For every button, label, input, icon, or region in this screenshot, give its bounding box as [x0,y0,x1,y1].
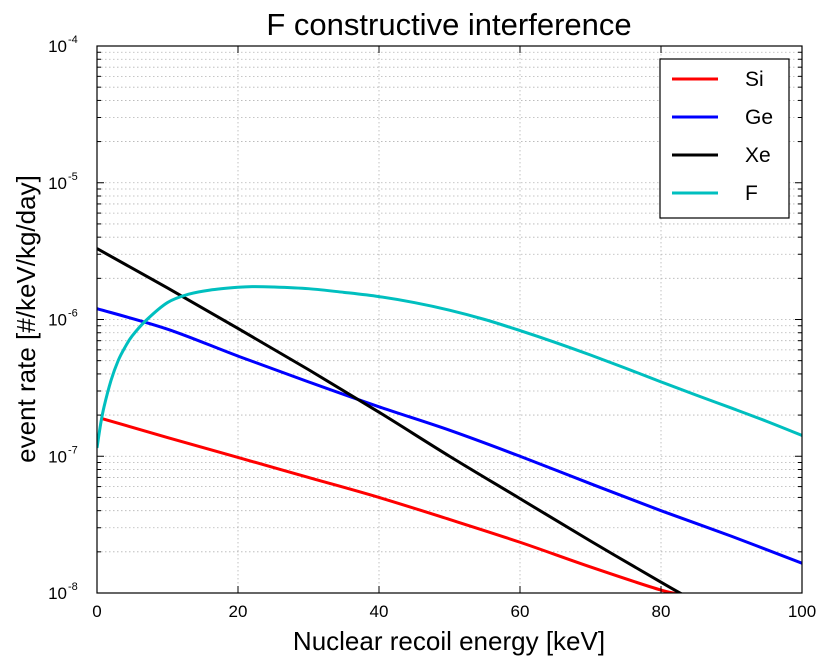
chart-title: F constructive interference [266,7,631,42]
legend-label-si: Si [745,68,764,91]
x-axis-title: Nuclear recoil energy [keV] [293,626,605,656]
y-tick-label-base: 10 [48,447,67,466]
x-tick-label: 20 [229,602,248,621]
y-tick-labels: 10-810-710-610-510-4 [48,34,78,603]
y-tick-label-exponent: -8 [68,581,78,593]
series-line-xe [97,247,683,593]
y-tick-label-exponent: -5 [68,171,78,183]
grid [97,46,802,593]
series-line-si [100,416,683,593]
y-tick-label-base: 10 [48,174,67,193]
x-tick-label: 60 [511,602,530,621]
axis-ticks [96,46,803,593]
series-line-f [97,285,802,449]
legend-label-xe: Xe [745,144,771,167]
y-tick-label-base: 10 [48,584,67,603]
y-tick-label-base: 10 [48,311,67,330]
x-tick-labels: 0 20 40 60 80 100 [92,602,816,621]
y-tick-label-exponent: -4 [68,34,78,46]
x-tick-label: 40 [370,602,389,621]
legend-label-ge: Ge [745,106,773,129]
y-tick-label-base: 10 [48,37,67,56]
y-axis-title: event rate [#/keV/kg/day] [11,175,41,463]
legend-label-f: F [745,182,758,205]
y-tick-label-exponent: -6 [68,308,78,320]
y-tick-label-exponent: -7 [68,444,78,456]
series-line-ge [97,307,802,565]
x-tick-label: 100 [788,602,816,621]
legend: Si Ge Xe F [659,58,790,219]
x-tick-label: 0 [92,602,101,621]
series-lines [97,247,802,593]
x-tick-label: 80 [652,602,671,621]
